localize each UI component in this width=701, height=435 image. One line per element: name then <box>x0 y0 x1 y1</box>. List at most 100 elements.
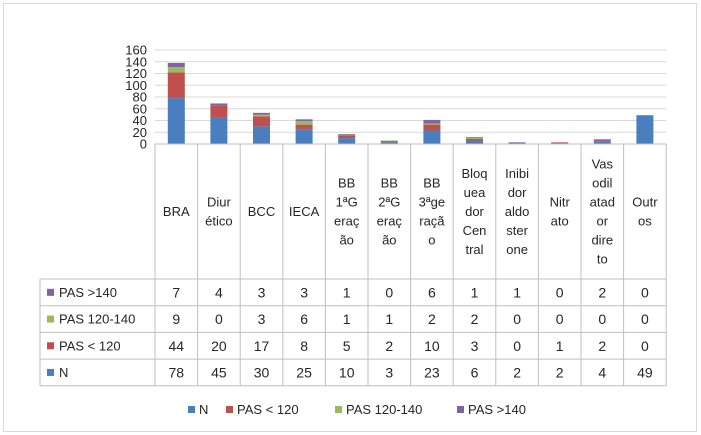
bar-pas-120-140 <box>380 140 398 142</box>
table-value: 0 <box>598 311 606 327</box>
bar-n <box>167 98 185 144</box>
category-label: tral <box>465 242 483 257</box>
bar-pas-140 <box>210 103 228 106</box>
table-value: 0 <box>513 311 521 327</box>
legend-label: N <box>199 402 208 417</box>
bar-pas-120 <box>423 124 441 131</box>
category-label: eraç <box>334 214 360 229</box>
table-row-label: N <box>59 365 68 380</box>
table-value: 10 <box>424 338 440 354</box>
bar-pas-120-140 <box>466 137 483 139</box>
bar-pas-120-140 <box>253 114 270 117</box>
category-label: to <box>597 252 608 267</box>
y-tick-label: 100 <box>125 78 147 93</box>
bar-n <box>295 129 313 144</box>
y-tick-label: 140 <box>125 54 147 69</box>
bar-n <box>210 117 228 144</box>
category-label: BB <box>423 176 440 191</box>
chart-frame <box>3 3 697 432</box>
category-label: Bloq <box>461 166 487 181</box>
table-value: 0 <box>641 311 649 327</box>
table-value: 8 <box>300 338 308 354</box>
table-value: 7 <box>172 284 180 300</box>
category-label: Nitr <box>550 195 571 210</box>
category-label: 1ªG <box>336 195 358 210</box>
bar-n <box>636 115 654 144</box>
bar-pas-120 <box>210 105 228 118</box>
table-value: 0 <box>385 284 393 300</box>
bar-pas-140 <box>167 62 185 68</box>
table-value: 3 <box>258 311 266 327</box>
table-value: 2 <box>598 284 606 300</box>
category-label: atad <box>590 195 615 210</box>
table-value: 6 <box>300 311 308 327</box>
category-label: or <box>597 214 609 229</box>
table-value: 0 <box>641 284 649 300</box>
table-value: 1 <box>343 284 351 300</box>
category-label: 3ªge <box>419 195 446 210</box>
bar-pas-120-140 <box>423 123 441 125</box>
bar-n <box>338 138 356 144</box>
category-label: uea <box>464 185 486 200</box>
table-value: 6 <box>428 284 436 300</box>
bar-pas-120 <box>295 124 313 130</box>
table-value: 4 <box>598 364 606 380</box>
category-label: Outr <box>632 195 658 210</box>
bar-n <box>466 140 483 144</box>
table-value: 0 <box>513 338 521 354</box>
y-tick-label: 0 <box>140 137 147 152</box>
category-label: eraç <box>377 214 403 229</box>
table-value: 30 <box>254 364 270 380</box>
legend-key-n <box>188 406 195 413</box>
legend-label: PAS < 120 <box>237 402 299 417</box>
table-row-label: PAS < 120 <box>59 338 121 353</box>
bar-pas-120 <box>380 141 398 143</box>
bar-n <box>423 130 441 144</box>
table-value: 25 <box>296 364 312 380</box>
bar-pas-140 <box>593 139 611 141</box>
bar-pas-120-140 <box>167 67 185 73</box>
table-value: 44 <box>169 338 185 354</box>
table-value: 45 <box>211 364 227 380</box>
table-legend-key-pas-120-140 <box>47 315 54 323</box>
table-value: 49 <box>637 364 653 380</box>
category-label: ão <box>382 233 396 248</box>
y-tick-label: 20 <box>133 125 147 140</box>
bar-n <box>380 142 398 144</box>
category-label: BRA <box>163 204 190 219</box>
table-value: 2 <box>598 338 606 354</box>
table-value: 6 <box>471 364 479 380</box>
table-value: 0 <box>556 311 564 327</box>
legend-key-pas-140 <box>457 406 464 413</box>
bar-pas-140 <box>423 119 441 124</box>
bar-n <box>508 142 526 144</box>
category-label: o <box>428 233 435 248</box>
table-value: 2 <box>556 364 564 380</box>
legend-label: PAS >140 <box>468 402 526 417</box>
legend-label: PAS 120-140 <box>346 402 422 417</box>
bar-pas-120 <box>338 135 356 139</box>
table-value: 5 <box>343 338 351 354</box>
y-tick-label: 80 <box>133 90 147 105</box>
category-label: BCC <box>248 204 275 219</box>
table-value: 0 <box>215 311 223 327</box>
bar-n <box>253 126 270 144</box>
category-label: Diur <box>207 195 232 210</box>
table-value: 9 <box>172 311 180 327</box>
y-tick-label: 60 <box>133 101 147 116</box>
table-value: 0 <box>641 338 649 354</box>
category-label: dor <box>508 185 527 200</box>
table-value: 3 <box>258 284 266 300</box>
bar-pas-120 <box>466 138 483 141</box>
table-value: 17 <box>254 338 270 354</box>
y-tick-label: 40 <box>133 113 147 128</box>
table-value: 3 <box>471 338 479 354</box>
table-value: 2 <box>471 311 479 327</box>
bar-pas-120 <box>551 142 569 143</box>
table-value: 1 <box>385 311 393 327</box>
table-value: 2 <box>428 311 436 327</box>
category-label: IECA <box>289 204 320 219</box>
table-value: 3 <box>300 284 308 300</box>
bar-n <box>593 141 611 144</box>
